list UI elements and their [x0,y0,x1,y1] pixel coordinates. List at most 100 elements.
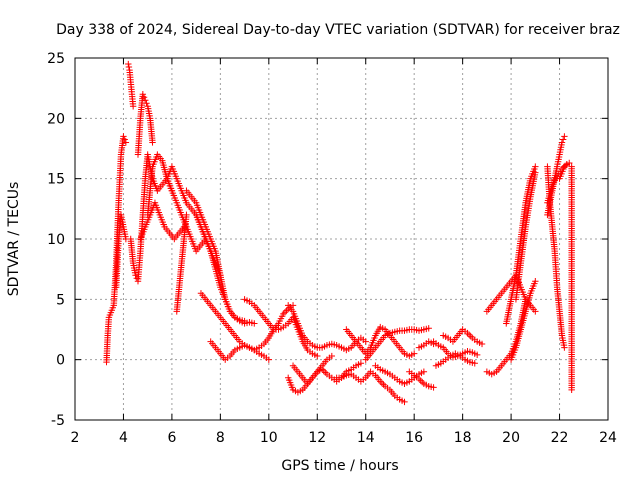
data-point [133,275,140,282]
data-point [139,91,147,98]
data-point [149,139,156,146]
series-s11 [192,211,248,325]
data-point [558,139,566,146]
data-point [568,386,575,394]
data-point [314,352,321,360]
x-tick-label: 14 [357,430,375,446]
data-point [132,272,139,279]
x-tick-label: 2 [71,430,80,446]
series-s5 [134,91,156,158]
data-point [420,368,428,375]
series-s20 [362,325,432,363]
data-point [283,307,290,314]
data-point [417,377,424,384]
x-tick-label: 22 [551,430,569,446]
y-tick-label: 10 [47,232,65,248]
data-point [561,162,569,169]
data-point [362,338,369,345]
data-point [532,278,539,285]
series-s17 [289,352,336,387]
data-point [532,163,539,170]
data-point [241,317,248,325]
y-tick-label: 25 [47,51,65,67]
data-point [322,369,329,376]
data-point [419,378,426,386]
data-point [122,139,130,146]
data-point [478,340,486,348]
x-tick-label: 8 [216,430,225,446]
series-s6 [137,199,188,243]
series-s9 [173,211,190,315]
x-tick-labels: 2 4 6 8 10 12 14 16 18 20 22 24 [71,430,617,446]
series-s1 [103,133,130,366]
data-point [125,63,133,71]
data-point [142,97,149,104]
data-point [251,320,258,327]
series-s13 [207,302,297,363]
data-point [380,381,387,388]
grid [75,58,608,420]
data-point [415,375,423,383]
x-tick-label: 18 [454,430,472,446]
data-point [561,133,568,140]
y-tick-label: 20 [47,111,65,127]
data-point [410,350,418,357]
x-tick-label: 16 [405,430,423,446]
data-point [140,94,148,101]
chart-title: Day 338 of 2024, Sidereal Day-to-day VTE… [56,22,620,38]
y-tick-label: -5 [51,413,65,429]
x-tick-label: 24 [599,430,617,446]
series-s18 [333,368,408,406]
data-point [183,211,190,219]
data-point [471,360,478,367]
data-point [566,159,573,167]
data-point [320,367,327,375]
data-point [378,379,386,387]
data-point [125,60,132,68]
y-tick-label: 5 [56,292,65,308]
data-point [143,100,150,107]
plot-frame [74,57,609,421]
data-point [532,308,539,315]
y-tick-labels: -5 0 5 10 15 20 25 [47,51,65,429]
data-point [561,344,568,351]
x-tick-label: 4 [119,430,128,446]
series-s21 [372,362,428,387]
data-point [357,360,365,367]
data-point [473,351,481,359]
data-point [129,103,137,110]
y-axis-label: SDTVAR / TECUs [6,182,22,297]
series-s22 [406,368,437,391]
data-point [281,309,289,316]
data-point [430,384,437,391]
data-point [121,136,128,143]
series-s30 [507,278,539,363]
data-point [328,352,336,360]
data-point [465,331,473,338]
data-point [532,169,539,176]
data-point [401,398,408,406]
x-tick-label: 6 [167,430,176,446]
data-point [377,378,384,385]
data-point [467,333,474,340]
data-point [559,136,567,143]
x-axis-label: GPS time / hours [281,458,398,474]
series-s31 [512,169,539,303]
series-s25 [440,326,486,348]
series-s29 [503,163,539,327]
y-tick-label: 0 [56,353,65,369]
x-tick-label: 10 [260,430,278,446]
series-s2 [112,211,130,291]
series-s36 [568,163,575,394]
data-point [280,310,287,318]
data-point [265,356,273,363]
series-s26 [432,350,478,369]
x-tick-label: 12 [308,430,326,446]
data-point [464,329,471,337]
data-point [425,325,432,332]
series-s35 [556,159,573,182]
series-s3 [125,60,137,110]
series-s4 [127,151,176,285]
x-tick-label: 20 [502,430,520,446]
